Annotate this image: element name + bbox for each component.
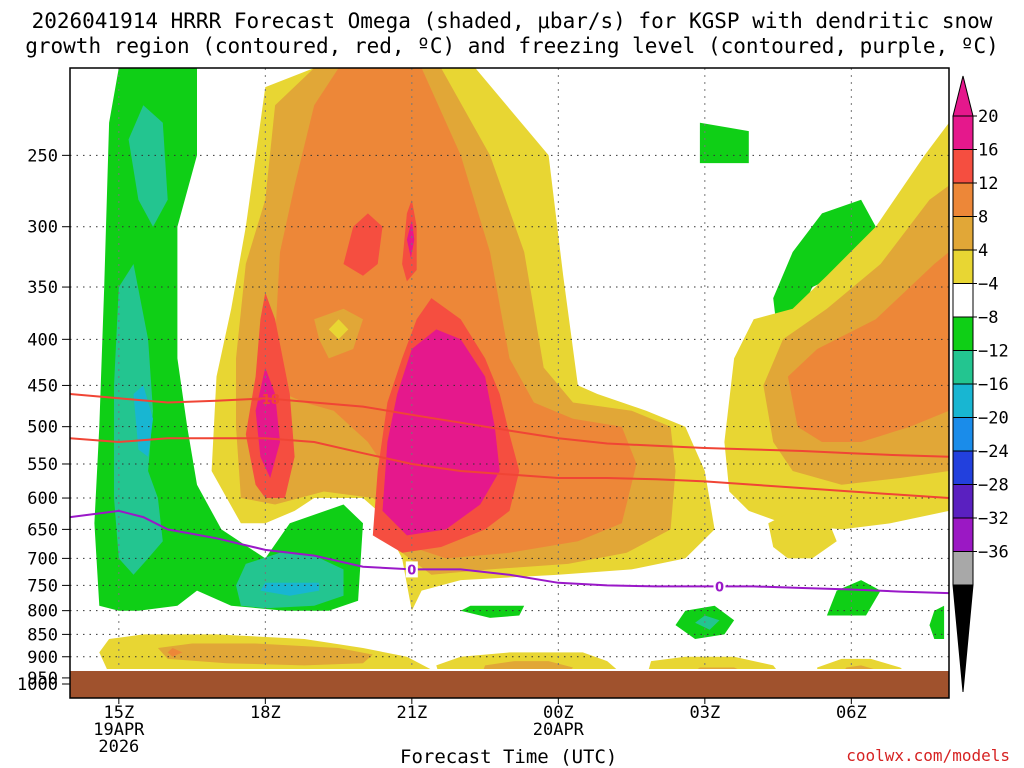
- x-tick-label: 15Z: [103, 703, 134, 723]
- y-tick-label: 500: [27, 418, 58, 438]
- chart-title-line-1: 2026041914 HRRR Forecast Omega (shaded, …: [31, 9, 993, 33]
- y-tick-label: 550: [27, 455, 58, 475]
- x-tick-label: 00Z: [543, 703, 574, 723]
- colorbar-swatch: [952, 115, 974, 150]
- y-tick-label: 400: [27, 330, 58, 350]
- colorbar-top-arrow: [952, 75, 974, 117]
- omega-region: [343, 213, 383, 276]
- omega-region: [768, 510, 837, 559]
- ground-surface-bar: [70, 671, 949, 698]
- omega-region: [845, 665, 874, 669]
- y-tick-label: 350: [27, 278, 58, 298]
- colorbar-label: −20: [978, 409, 1009, 429]
- omega-region: [483, 661, 573, 669]
- colorbar-swatch: [952, 216, 974, 251]
- freezing-label-bg: [405, 561, 418, 578]
- omega-region: [817, 658, 902, 669]
- omega-region: [697, 667, 738, 669]
- colorbar-swatch: [952, 417, 974, 452]
- omega-region: [787, 252, 949, 442]
- colorbar-label: −36: [978, 543, 1009, 563]
- colorbar-label: −4: [978, 275, 998, 295]
- colorbar: 20 16 12 8 4 −4 −8 −12 −16 −20 −24 −28 −32 −36: [952, 75, 1009, 693]
- colorbar-label: 16: [978, 141, 998, 161]
- freezing-level-line: [70, 509, 949, 595]
- y-tick-label: 900: [27, 648, 58, 668]
- omega-region: [167, 648, 183, 657]
- omega-region: [648, 656, 777, 669]
- omega-region: [699, 122, 749, 164]
- credit-text: coolwx.com/models: [846, 746, 1010, 765]
- colorbar-swatch: [952, 484, 974, 519]
- y-tick-label: 800: [27, 602, 58, 622]
- chart-title-line-2: growth region (contoured, red, ºC) and f…: [25, 34, 999, 58]
- colorbar-label: 20: [978, 107, 998, 127]
- y-tick-label: 250: [27, 146, 58, 166]
- y-tick-label: 700: [27, 549, 58, 569]
- freezing-label-bg: [713, 578, 726, 595]
- colorbar-label: −28: [978, 476, 1009, 496]
- omega-region: [382, 329, 500, 536]
- x-tick-label: 06Z: [836, 703, 867, 723]
- colorbar-swatch: [952, 249, 974, 284]
- x-tick-label: 18Z: [250, 703, 281, 723]
- colorbar-bottom-arrow: [952, 584, 974, 693]
- omega-region: [695, 615, 720, 630]
- omega-region: [406, 220, 415, 258]
- x-axis-title: Forecast Time (UTC): [400, 746, 618, 768]
- dendritic-contour-line: [70, 393, 949, 458]
- omega-region: [826, 580, 881, 616]
- colorbar-label: −16: [978, 375, 1009, 395]
- y-tick-label: 650: [27, 520, 58, 540]
- omega-region: [128, 105, 168, 227]
- plot-frame: [69, 67, 950, 699]
- x-tick-label: 20APR: [533, 720, 585, 740]
- omega-region: [260, 582, 320, 596]
- y-tick-label: 850: [27, 625, 58, 645]
- freezing-level-label: 0: [715, 580, 724, 595]
- omega-region: [328, 319, 349, 340]
- freezing-level-label: 0: [407, 563, 416, 578]
- y-tick-label: 950: [27, 669, 58, 689]
- colorbar-label: −8: [978, 308, 998, 328]
- x-tick-label: 2026: [98, 737, 139, 757]
- colorbar-swatch: [952, 551, 974, 586]
- colorbar-label: 8: [978, 208, 988, 228]
- y-tick-label: 450: [27, 376, 58, 396]
- y-tick-label: 750: [27, 576, 58, 596]
- omega-region: [236, 552, 344, 609]
- x-tick-label: 21Z: [396, 703, 427, 723]
- x-tick-label: 19APR: [93, 720, 145, 740]
- colorbar-swatch: [952, 450, 974, 485]
- x-tick-label: 03Z: [689, 703, 720, 723]
- colorbar-label: −12: [978, 342, 1009, 362]
- omega-region: [255, 367, 280, 478]
- colorbar-swatch: [952, 182, 974, 217]
- y-tick-label: 600: [27, 489, 58, 509]
- colorbar-label: −24: [978, 442, 1009, 462]
- dendritic-contour-label: −18: [251, 393, 280, 408]
- dendritic-contour-line: [70, 437, 949, 499]
- omega-region: [157, 643, 373, 666]
- colorbar-label: 12: [978, 174, 998, 194]
- colorbar-swatch: [952, 350, 974, 385]
- colorbar-swatch: [952, 316, 974, 351]
- omega-region: [460, 605, 525, 618]
- omega-region: [929, 605, 945, 639]
- colorbar-swatch: [952, 383, 974, 418]
- y-tick-label: 1000: [17, 675, 58, 695]
- y-tick-label: 300: [27, 218, 58, 238]
- colorbar-label: 4: [978, 241, 988, 261]
- colorbar-swatch: [952, 149, 974, 184]
- colorbar-swatch: [952, 283, 974, 318]
- colorbar-label: −32: [978, 509, 1009, 529]
- colorbar-swatch: [952, 517, 974, 552]
